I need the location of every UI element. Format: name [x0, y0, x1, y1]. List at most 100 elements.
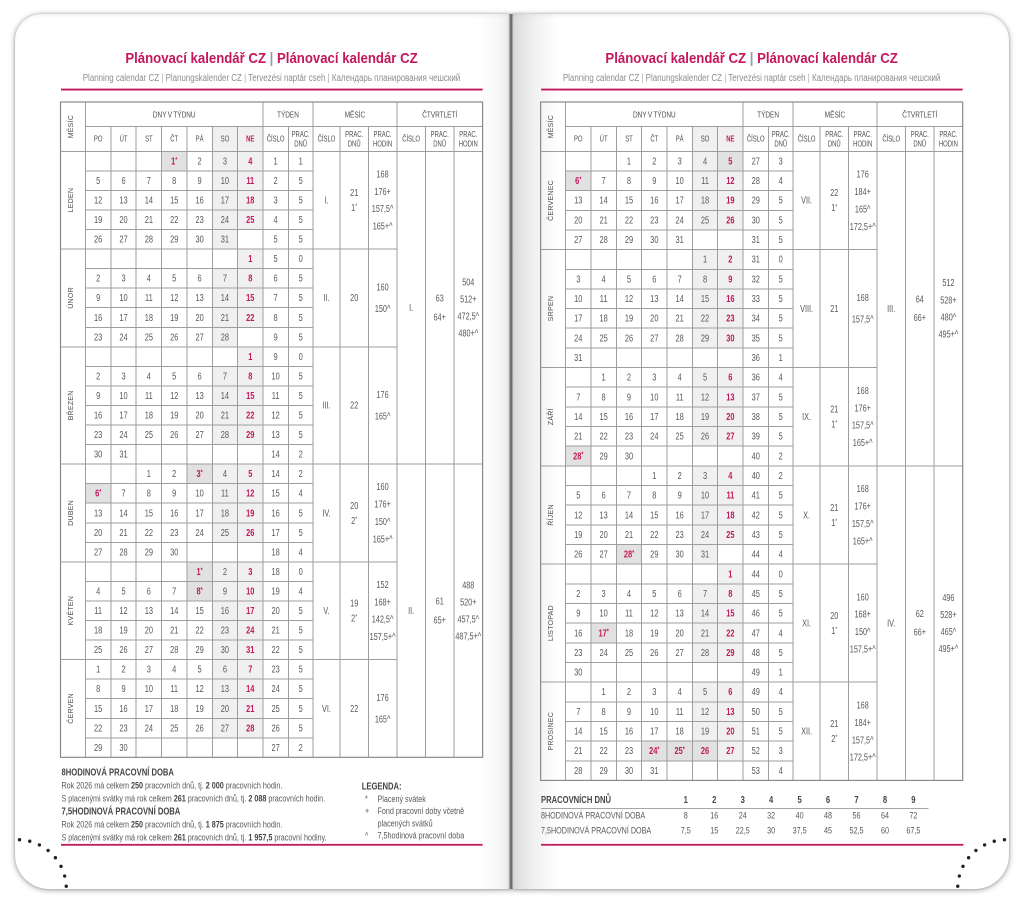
svg-text:8: 8: [684, 810, 688, 821]
svg-text:21: 21: [701, 627, 709, 638]
svg-text:48: 48: [824, 810, 832, 821]
svg-text:23: 23: [676, 529, 684, 540]
svg-text:Rok 2026 má celkem 250 pracovn: Rok 2026 má celkem 250 pracovních dnů, t…: [62, 819, 283, 830]
svg-text:9: 9: [678, 490, 682, 501]
svg-text:27: 27: [752, 155, 760, 166]
svg-text:168: 168: [857, 699, 869, 710]
svg-text:0: 0: [299, 351, 303, 362]
svg-text:13: 13: [221, 683, 229, 694]
svg-text:17: 17: [701, 509, 709, 520]
svg-text:37: 37: [752, 391, 760, 402]
svg-text:9: 9: [172, 488, 176, 499]
svg-text:20: 20: [145, 625, 153, 636]
svg-text:PRAC.: PRAC.: [911, 131, 929, 139]
svg-text:5: 5: [299, 273, 303, 284]
svg-text:5: 5: [299, 370, 303, 381]
svg-text:24: 24: [599, 647, 607, 658]
svg-text:14: 14: [221, 390, 229, 401]
svg-text:176: 176: [377, 389, 389, 400]
svg-text:9: 9: [911, 794, 915, 805]
svg-text:26: 26: [726, 214, 734, 225]
svg-text:9: 9: [96, 292, 100, 303]
svg-text:29: 29: [599, 450, 607, 461]
svg-text:2: 2: [299, 468, 303, 479]
svg-text:8: 8: [172, 175, 176, 186]
svg-text:27: 27: [650, 332, 658, 343]
svg-text:40: 40: [796, 810, 804, 821]
svg-text:0: 0: [299, 253, 303, 264]
svg-text:23: 23: [221, 625, 229, 636]
svg-text:5: 5: [779, 293, 783, 304]
svg-text:28: 28: [221, 429, 229, 440]
svg-text:8: 8: [627, 175, 631, 186]
svg-text:5: 5: [299, 234, 303, 245]
svg-text:26: 26: [701, 431, 709, 442]
svg-text:IV.: IV.: [887, 617, 895, 628]
svg-text:6: 6: [198, 370, 202, 381]
svg-text:4: 4: [299, 546, 303, 557]
svg-text:2: 2: [652, 155, 656, 166]
svg-text:28*: 28*: [624, 549, 635, 560]
svg-text:4: 4: [147, 370, 151, 381]
svg-text:27: 27: [221, 722, 229, 733]
svg-text:5: 5: [299, 390, 303, 401]
svg-text:5: 5: [779, 431, 783, 442]
svg-text:24: 24: [195, 527, 203, 538]
svg-text:5: 5: [576, 490, 580, 501]
svg-text:18: 18: [145, 409, 153, 420]
svg-text:PRAC.: PRAC.: [939, 131, 957, 139]
svg-text:46: 46: [752, 608, 760, 619]
svg-text:PÁ: PÁ: [676, 134, 684, 144]
svg-text:21: 21: [574, 745, 582, 756]
svg-text:20: 20: [195, 409, 203, 420]
svg-text:30: 30: [574, 667, 582, 678]
svg-text:+: +: [365, 805, 369, 816]
svg-text:8: 8: [602, 391, 606, 402]
svg-text:10: 10: [574, 293, 582, 304]
svg-text:19: 19: [574, 529, 582, 540]
svg-text:49: 49: [752, 686, 760, 697]
svg-text:31: 31: [221, 234, 229, 245]
svg-text:13: 13: [145, 605, 153, 616]
svg-text:165+^: 165+^: [373, 533, 393, 544]
svg-text:3: 3: [703, 470, 707, 481]
svg-text:13: 13: [726, 706, 734, 717]
svg-text:8: 8: [652, 490, 656, 501]
svg-text:14: 14: [119, 507, 127, 518]
svg-text:ČÍSLO: ČÍSLO: [402, 134, 420, 144]
svg-text:28: 28: [170, 644, 178, 655]
svg-text:4: 4: [779, 627, 783, 638]
svg-text:25: 25: [625, 647, 633, 658]
svg-text:23: 23: [271, 664, 279, 675]
svg-text:2*: 2*: [351, 515, 358, 526]
svg-text:1: 1: [652, 470, 656, 481]
svg-text:ČÍSLO: ČÍSLO: [882, 134, 900, 144]
svg-text:12: 12: [701, 391, 709, 402]
svg-text:168+: 168+: [855, 609, 871, 620]
svg-text:9: 9: [96, 390, 100, 401]
svg-text:11: 11: [625, 608, 633, 619]
svg-text:12: 12: [726, 175, 734, 186]
svg-text:184+: 184+: [855, 717, 871, 728]
svg-text:Planning calendar CZ | Planung: Planning calendar CZ | Planungskalender …: [83, 72, 461, 83]
svg-text:13: 13: [271, 429, 279, 440]
svg-text:22: 22: [350, 400, 358, 411]
svg-text:1*: 1*: [351, 202, 358, 213]
svg-text:5: 5: [121, 585, 125, 596]
svg-text:22: 22: [650, 529, 658, 540]
svg-text:22: 22: [195, 625, 203, 636]
svg-text:31: 31: [246, 644, 254, 655]
svg-text:2: 2: [223, 566, 227, 577]
svg-text:7: 7: [172, 585, 176, 596]
svg-text:26: 26: [119, 644, 127, 655]
svg-text:MĚSÍC: MĚSÍC: [66, 115, 75, 138]
svg-text:60: 60: [881, 825, 889, 836]
svg-text:17: 17: [574, 313, 582, 324]
svg-text:27: 27: [145, 644, 153, 655]
svg-text:18: 18: [246, 194, 254, 205]
svg-text:5: 5: [172, 273, 176, 284]
svg-text:16: 16: [726, 293, 734, 304]
svg-text:25: 25: [676, 431, 684, 442]
svg-text:7: 7: [147, 175, 151, 186]
svg-text:5: 5: [248, 468, 252, 479]
